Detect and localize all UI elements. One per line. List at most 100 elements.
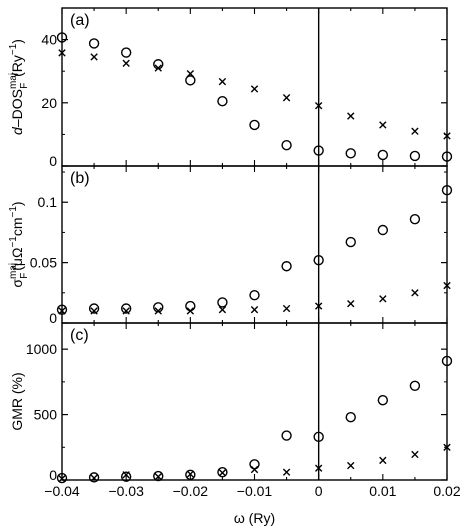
x-tick-label: 0.01 <box>369 483 396 499</box>
data-point-cross <box>347 461 355 470</box>
data-point-cross <box>379 121 387 129</box>
data-point-cross <box>282 468 291 476</box>
panel-3: 0 500 1000 (c) GMR (%) −0.04 −0.03 −0.02 −0.01 0 0… <box>9 322 461 526</box>
data-point-circle <box>441 184 453 196</box>
data-point-circle <box>313 255 324 266</box>
y-tick-label: 0 <box>49 153 57 169</box>
data-point-cross <box>58 49 66 57</box>
data-point-circle <box>185 469 196 480</box>
panel-2: 0 0.05 0.1 (b) σmajF(μΩ−1cm−1) <box>8 165 453 326</box>
y-axis-label: d–DOSmajF (Ry−1) <box>8 39 30 135</box>
data-point-cross <box>411 450 419 459</box>
y-tick-label: 0.05 <box>30 255 57 271</box>
data-point-circle <box>217 96 228 107</box>
data-point-circle <box>88 303 100 314</box>
y-axis-label: σmajF(μΩ−1cm−1) <box>8 201 30 287</box>
data-point-cross <box>250 465 259 474</box>
data-point-cross <box>282 94 291 102</box>
data-point-circle <box>120 471 132 482</box>
x-tick-label: −0.04 <box>44 483 80 499</box>
data-point-cross <box>218 77 227 86</box>
data-point-cross <box>122 471 130 479</box>
data-point-circle <box>249 119 260 131</box>
y-tick-label: 1000 <box>26 341 57 357</box>
data-point-cross <box>314 464 323 472</box>
y-tick-label: 40 <box>41 32 57 48</box>
data-point-cross <box>250 306 259 314</box>
y-axis-label: GMR (%) <box>9 372 25 430</box>
data-point-cross <box>314 101 323 110</box>
data-point-cross <box>379 295 387 303</box>
data-point-cross <box>314 302 323 310</box>
data-point-circle <box>345 412 356 423</box>
data-point-cross <box>218 469 227 477</box>
data-point-cross <box>411 127 419 135</box>
data-point-cross <box>90 474 98 482</box>
x-tick-label: −0.02 <box>173 483 209 499</box>
data-point-circle <box>441 355 453 367</box>
data-point-circle <box>377 394 389 406</box>
panel-label: (a) <box>70 12 90 29</box>
data-point-circle <box>313 431 324 443</box>
data-point-circle <box>345 148 356 159</box>
data-point-circle <box>88 38 100 49</box>
data-point-cross <box>347 299 355 308</box>
data-point-cross <box>154 473 162 481</box>
x-tick-label: 0.02 <box>433 483 460 499</box>
data-point-cross <box>250 85 259 93</box>
x-axis-label: ω (Ry) <box>234 510 275 526</box>
x-tick-label: 0 <box>315 483 323 499</box>
y-tick-label: 500 <box>34 407 58 423</box>
data-point-circle <box>217 466 228 478</box>
y-tick-label: 20 <box>41 95 57 111</box>
x-tick-label: −0.01 <box>237 483 273 499</box>
data-point-circle <box>281 430 292 441</box>
data-point-circle <box>120 303 132 314</box>
data-point-cross <box>443 443 451 451</box>
y-tick-label: 0 <box>49 467 57 483</box>
data-point-circle <box>56 32 68 43</box>
data-point-circle <box>409 150 421 162</box>
y-tick-label: 0 <box>49 310 57 326</box>
data-point-cross <box>443 281 451 290</box>
data-point-circle <box>153 470 164 482</box>
data-point-cross <box>347 112 355 120</box>
data-point-circle <box>249 290 260 301</box>
data-point-cross <box>379 456 387 465</box>
data-point-circle <box>185 75 196 86</box>
panel-label: (c) <box>70 327 89 344</box>
data-point-circle <box>377 224 389 236</box>
data-point-cross <box>443 132 451 140</box>
data-point-circle <box>56 472 68 484</box>
data-point-cross <box>122 307 130 315</box>
data-point-circle <box>120 47 132 58</box>
data-point-circle <box>345 236 356 248</box>
panel-label: (b) <box>70 170 90 187</box>
y-tick-label: 0.1 <box>38 194 58 210</box>
x-tick-label: −0.03 <box>108 483 144 499</box>
data-point-cross <box>186 70 195 78</box>
data-point-circle <box>377 149 389 161</box>
data-point-circle <box>313 145 324 156</box>
data-point-cross <box>411 289 419 297</box>
data-point-cross <box>186 307 195 315</box>
data-point-cross <box>154 307 162 315</box>
data-point-circle <box>281 139 292 151</box>
data-point-cross <box>218 306 227 314</box>
data-point-circle <box>281 261 292 272</box>
data-point-cross <box>58 474 66 483</box>
data-point-cross <box>58 307 66 315</box>
data-point-circle <box>56 304 68 315</box>
data-point-cross <box>122 59 130 67</box>
data-point-cross <box>186 470 195 478</box>
data-point-circle <box>217 297 228 308</box>
data-point-cross <box>90 53 98 61</box>
data-point-cross <box>282 304 291 313</box>
data-point-circle <box>88 472 100 483</box>
data-point-circle <box>441 151 453 162</box>
data-point-circle <box>409 380 421 391</box>
data-point-cross <box>154 64 162 72</box>
data-point-circle <box>409 213 421 225</box>
